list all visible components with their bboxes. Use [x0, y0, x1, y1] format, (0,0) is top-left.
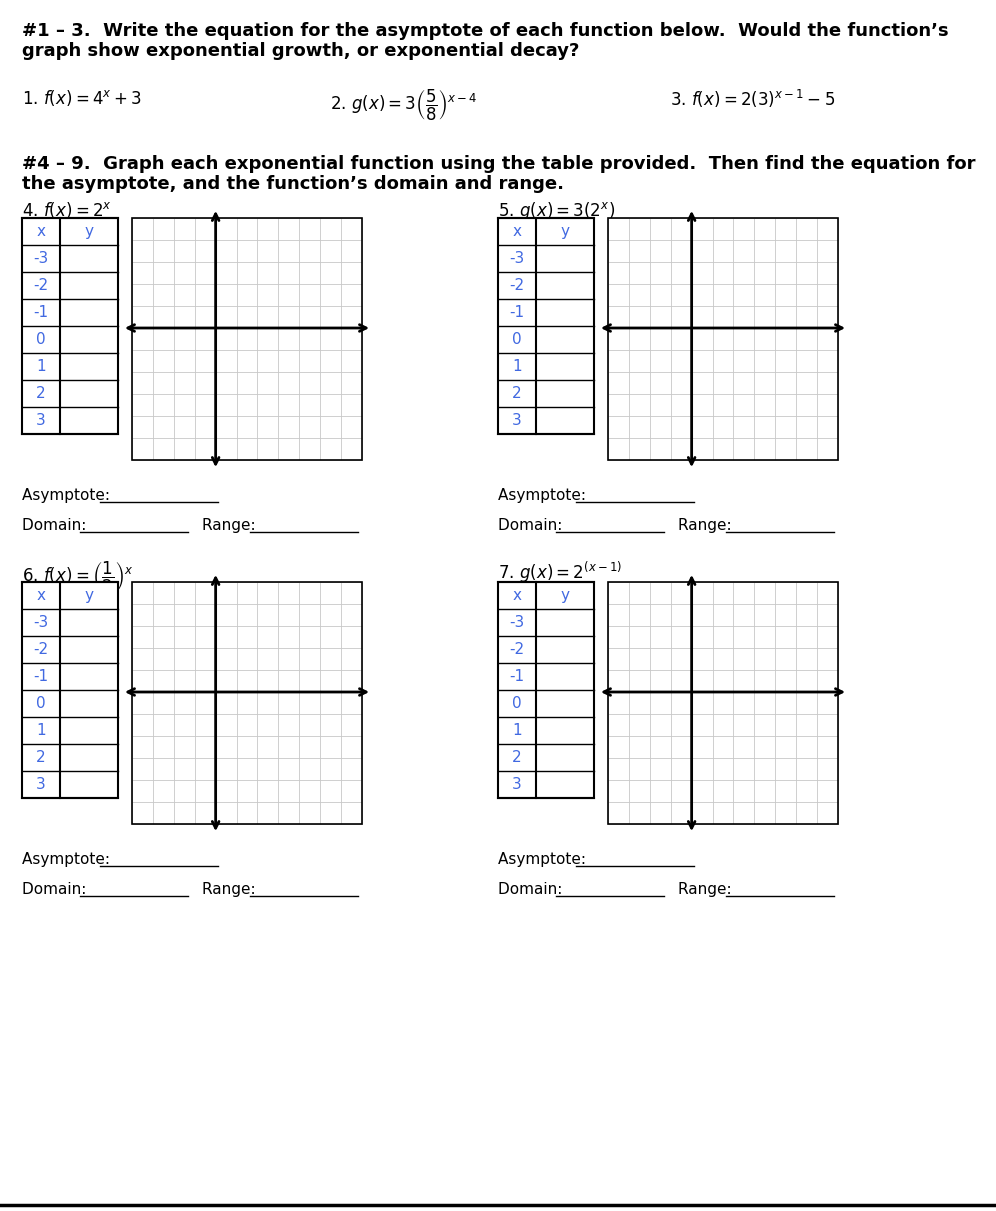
- Bar: [22, 582, 118, 798]
- Text: Domain:: Domain:: [498, 882, 568, 897]
- Text: Asymptote:: Asymptote:: [498, 488, 591, 503]
- Text: Range:: Range:: [678, 518, 736, 533]
- Text: -1: -1: [34, 668, 49, 684]
- Bar: [608, 582, 838, 823]
- Text: 2: 2: [512, 386, 522, 401]
- Text: 2: 2: [36, 750, 46, 765]
- Bar: [608, 218, 838, 460]
- Text: Range:: Range:: [202, 518, 261, 533]
- Text: 2: 2: [36, 386, 46, 401]
- Text: -3: -3: [34, 251, 49, 266]
- Text: 2. $g(x) = 3\left(\dfrac{5}{8}\right)^{x-4}$: 2. $g(x) = 3\left(\dfrac{5}{8}\right)^{x…: [330, 88, 478, 124]
- Text: 1: 1: [36, 358, 46, 374]
- Text: x: x: [513, 224, 522, 239]
- Text: Asymptote:: Asymptote:: [22, 488, 115, 503]
- Text: y: y: [85, 224, 94, 239]
- Text: #4 – 9.  Graph each exponential function using the table provided.  Then find th: #4 – 9. Graph each exponential function …: [22, 155, 975, 173]
- Text: Range:: Range:: [678, 882, 736, 897]
- Text: 5. $g(x) = 3(2^x)$: 5. $g(x) = 3(2^x)$: [498, 200, 616, 222]
- Text: 3: 3: [512, 413, 522, 427]
- Text: x: x: [37, 224, 46, 239]
- Bar: [498, 582, 594, 798]
- Text: 7. $g(x) = 2^{(x-1)}$: 7. $g(x) = 2^{(x-1)}$: [498, 559, 622, 585]
- Bar: [132, 582, 362, 823]
- Text: 1: 1: [36, 723, 46, 737]
- Text: -2: -2: [34, 279, 49, 293]
- Text: y: y: [561, 589, 570, 603]
- Bar: [608, 218, 838, 460]
- Text: 1: 1: [512, 723, 522, 737]
- Bar: [132, 582, 362, 823]
- Text: -2: -2: [509, 642, 525, 658]
- Text: 0: 0: [512, 696, 522, 711]
- Text: 3. $f(x) = 2(3)^{x-1} - 5$: 3. $f(x) = 2(3)^{x-1} - 5$: [670, 88, 835, 110]
- Text: -1: -1: [509, 305, 525, 320]
- Text: x: x: [37, 589, 46, 603]
- Text: -3: -3: [509, 615, 525, 630]
- Text: Domain:: Domain:: [22, 518, 92, 533]
- Text: 0: 0: [512, 332, 522, 348]
- Text: 4. $f(x) = 2^x$: 4. $f(x) = 2^x$: [22, 200, 112, 220]
- Bar: [22, 218, 118, 434]
- Text: 3: 3: [36, 777, 46, 792]
- Bar: [608, 582, 838, 823]
- Text: 3: 3: [512, 777, 522, 792]
- Text: -3: -3: [509, 251, 525, 266]
- Text: Asymptote:: Asymptote:: [22, 853, 115, 867]
- Text: graph show exponential growth, or exponential decay?: graph show exponential growth, or expone…: [22, 42, 580, 61]
- Text: the asymptote, and the function’s domain and range.: the asymptote, and the function’s domain…: [22, 176, 564, 193]
- Text: 0: 0: [36, 696, 46, 711]
- Bar: [132, 218, 362, 460]
- Text: -2: -2: [34, 642, 49, 658]
- Text: y: y: [561, 224, 570, 239]
- Text: -3: -3: [34, 615, 49, 630]
- Text: #1 – 3.  Write the equation for the asymptote of each function below.  Would the: #1 – 3. Write the equation for the asymp…: [22, 22, 948, 40]
- Text: Domain:: Domain:: [22, 882, 92, 897]
- Text: 6. $f(x) = \left(\dfrac{1}{2}\right)^x$: 6. $f(x) = \left(\dfrac{1}{2}\right)^x$: [22, 559, 133, 596]
- Text: Range:: Range:: [202, 882, 261, 897]
- Text: -1: -1: [34, 305, 49, 320]
- Text: 3: 3: [36, 413, 46, 427]
- Text: 1: 1: [512, 358, 522, 374]
- Text: 0: 0: [36, 332, 46, 348]
- Text: 1. $f(x) = 4^x + 3$: 1. $f(x) = 4^x + 3$: [22, 88, 142, 108]
- Text: -2: -2: [509, 279, 525, 293]
- Text: 2: 2: [512, 750, 522, 765]
- Text: Domain:: Domain:: [498, 518, 568, 533]
- Text: y: y: [85, 589, 94, 603]
- Text: -1: -1: [509, 668, 525, 684]
- Text: Asymptote:: Asymptote:: [498, 853, 591, 867]
- Bar: [132, 218, 362, 460]
- Bar: [498, 218, 594, 434]
- Text: x: x: [513, 589, 522, 603]
